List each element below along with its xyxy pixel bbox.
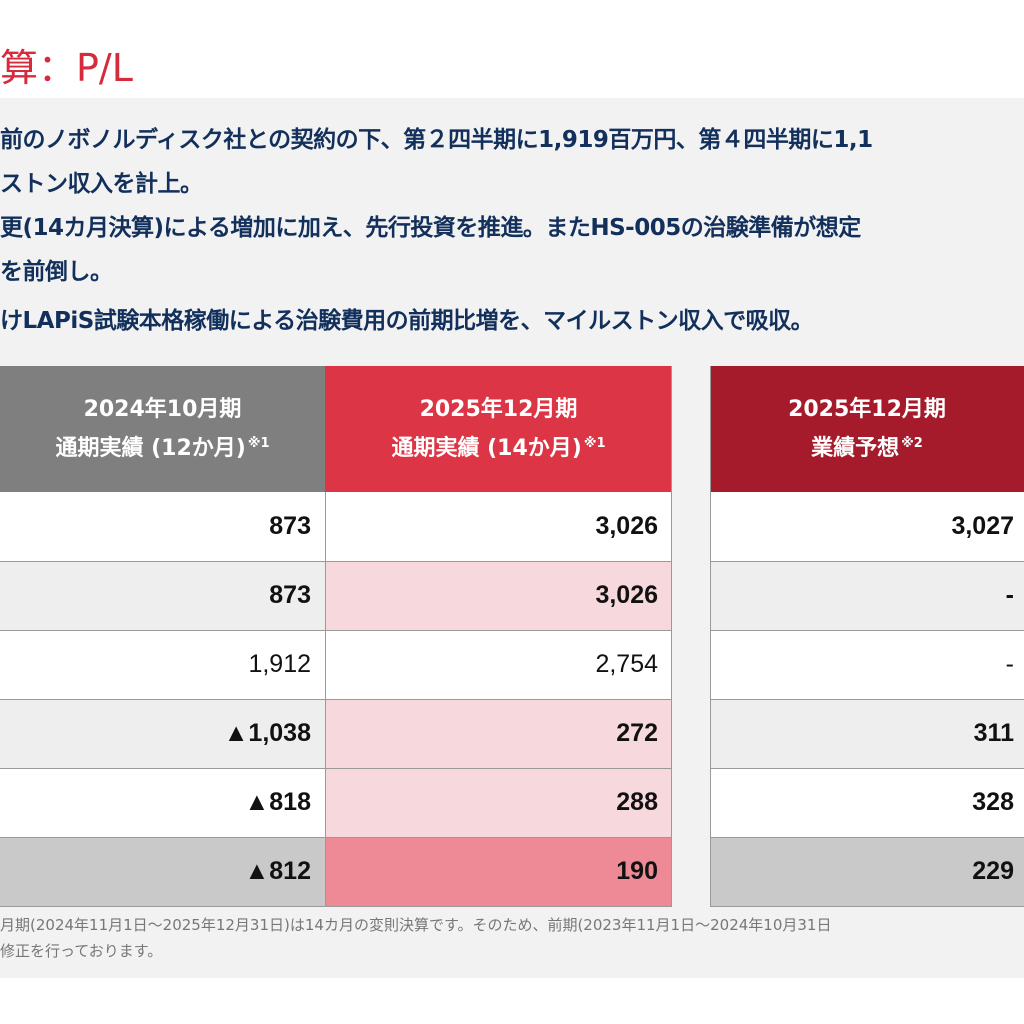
header-line: 業績予想 ※2 [811,427,923,466]
header-line: 通期実績 (12か月) ※1 [55,427,269,466]
table-cell: 873 [0,561,325,630]
header-line: 2024年10月期 [83,396,242,422]
table-cell: 288 [325,768,672,837]
header-line-text: 業績予想 [811,435,900,461]
header-line: 通期実績 (14か月) ※1 [391,427,605,466]
header-fy2025-actual: 2025年12月期 通期実績 (14か月) ※1 [325,366,672,492]
row-divider [710,768,1024,769]
header-fy2025-forecast: 2025年12月期 業績予想 ※2 [710,366,1024,492]
bullet-line: 更(14カ月決算)による増加に加え、先行投資を推進。またHS-005の治験準備が… [0,215,861,241]
row-divider [0,906,672,907]
row-divider [710,630,1024,631]
row-divider [0,699,672,700]
table-cell: 311 [710,699,1024,768]
table-cell: 3,026 [325,561,672,630]
bullet-line: けLAPiS試験本格稼働による治験費用の前期比増を、マイルストン収入で吸収。 [0,308,814,334]
table-cell: 3,027 [710,492,1024,561]
table-cell: 873 [0,492,325,561]
footnote-mark: ※2 [901,435,923,451]
table-cell: ▲812 [0,837,325,906]
bullet-line: ストン収入を計上。 [0,171,203,197]
row-divider [0,768,672,769]
table-cell: 328 [710,768,1024,837]
table-cell: 3,026 [325,492,672,561]
row-divider [0,837,672,838]
row-divider [710,561,1024,562]
header-line-text: 通期実績 (12か月) [55,435,246,461]
bullet-line: 前のノボノルディスク社との契約の下、第２四半期に1,919百万円、第４四半期に1… [0,127,873,153]
bullet-line: を前倒し。 [0,259,113,285]
row-divider [710,837,1024,838]
row-divider [710,906,1024,907]
page-title: 算：P/L [0,46,133,90]
table-cell: 190 [325,837,672,906]
header-fy2024-actual: 2024年10月期 通期実績 (12か月) ※1 [0,366,325,492]
footnote: 月期(2024年11月1日～2025年12月31日)は14カ月の変則決算です。そ… [0,916,832,934]
header-line: 2025年12月期 [419,396,578,422]
footnote-mark: ※1 [247,435,270,451]
table-cell: - [710,561,1024,630]
table-cell: ▲1,038 [0,699,325,768]
table-cell: 229 [710,837,1024,906]
column-divider [325,492,326,906]
column-divider [671,366,672,906]
header-line: 2025年12月期 [788,396,946,422]
header-line-text: 通期実績 (14か月) [391,435,582,461]
row-divider [0,630,672,631]
footnote: 修正を行っております。 [0,942,163,960]
row-divider [710,699,1024,700]
table-cell: 272 [325,699,672,768]
footnote-mark: ※1 [583,435,606,451]
table-cell: 1,912 [0,630,325,699]
table-cell: 2,754 [325,630,672,699]
table-cell: ▲818 [0,768,325,837]
row-divider [0,561,672,562]
table-cell: - [710,630,1024,699]
column-divider [710,366,711,906]
